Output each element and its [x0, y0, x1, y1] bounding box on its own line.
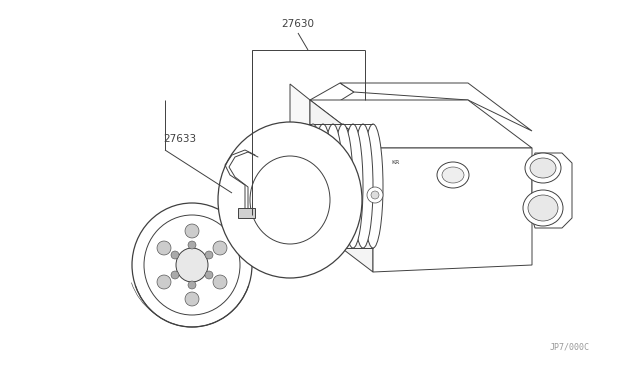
Ellipse shape: [205, 271, 213, 279]
Ellipse shape: [353, 124, 373, 248]
Text: 27630: 27630: [282, 19, 314, 29]
Ellipse shape: [205, 251, 213, 259]
Ellipse shape: [144, 215, 240, 315]
Text: KR: KR: [392, 160, 400, 166]
Ellipse shape: [442, 167, 464, 183]
Ellipse shape: [525, 153, 561, 183]
Ellipse shape: [523, 190, 563, 226]
Ellipse shape: [218, 122, 362, 278]
Polygon shape: [238, 208, 255, 218]
Ellipse shape: [367, 187, 383, 203]
Ellipse shape: [371, 191, 379, 199]
Polygon shape: [532, 153, 572, 228]
Ellipse shape: [157, 275, 171, 289]
Ellipse shape: [185, 224, 199, 238]
Ellipse shape: [176, 248, 208, 282]
Ellipse shape: [528, 195, 558, 221]
Ellipse shape: [171, 271, 179, 279]
Polygon shape: [290, 84, 310, 224]
Ellipse shape: [363, 124, 383, 248]
Ellipse shape: [213, 275, 227, 289]
Ellipse shape: [213, 241, 227, 255]
Ellipse shape: [188, 281, 196, 289]
Ellipse shape: [295, 124, 315, 248]
Ellipse shape: [250, 156, 330, 244]
Polygon shape: [310, 83, 354, 110]
Polygon shape: [310, 100, 532, 148]
Ellipse shape: [313, 124, 333, 248]
Ellipse shape: [132, 203, 252, 327]
Text: 27633: 27633: [163, 134, 196, 144]
Ellipse shape: [171, 251, 179, 259]
Text: JP7/000C: JP7/000C: [550, 343, 590, 352]
Ellipse shape: [343, 124, 363, 248]
Ellipse shape: [333, 124, 353, 248]
Ellipse shape: [323, 124, 343, 248]
Ellipse shape: [188, 241, 196, 249]
Polygon shape: [340, 83, 532, 131]
Ellipse shape: [303, 124, 323, 248]
Ellipse shape: [437, 162, 469, 188]
Polygon shape: [310, 100, 373, 272]
Ellipse shape: [530, 158, 556, 178]
Polygon shape: [373, 148, 532, 272]
Ellipse shape: [185, 292, 199, 306]
Ellipse shape: [157, 241, 171, 255]
